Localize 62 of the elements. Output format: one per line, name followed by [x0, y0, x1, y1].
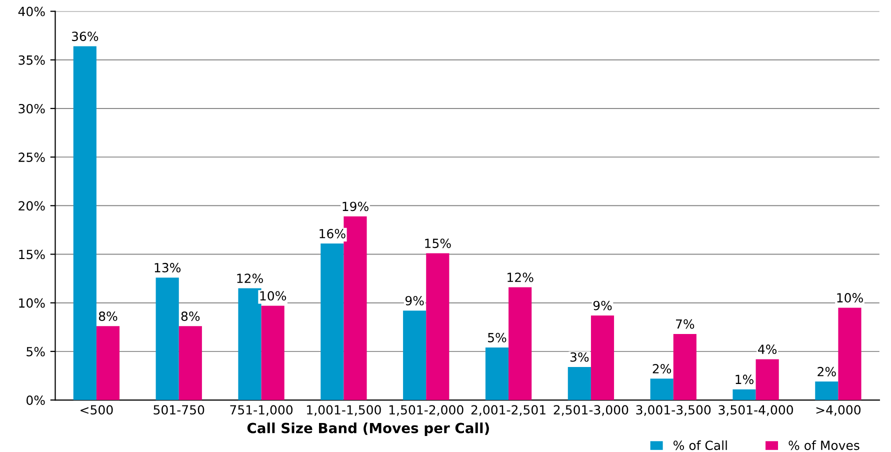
x-tick-label: 3,001-3,500 — [636, 405, 711, 416]
data-label: 3% — [570, 352, 589, 362]
x-tick-label: 3,501-4,000 — [718, 405, 793, 416]
bar — [508, 287, 532, 400]
y-tick-label: 15% — [19, 250, 45, 260]
bar — [673, 334, 696, 400]
bar — [156, 278, 179, 400]
data-label: 1% — [736, 374, 754, 384]
y-tick-label: 0% — [26, 395, 45, 405]
x-tick-label: 501-750 — [154, 405, 204, 415]
bar — [815, 382, 838, 400]
bar — [344, 216, 367, 400]
bar — [650, 378, 674, 400]
data-label: 8% — [98, 312, 118, 321]
bar — [568, 366, 591, 400]
x-tick-label: <500 — [80, 405, 113, 415]
bar — [238, 288, 262, 400]
data-label: 9% — [405, 296, 424, 306]
data-label: 7% — [676, 319, 694, 329]
data-label: 8% — [181, 312, 200, 321]
y-tick-label: 5% — [26, 346, 45, 356]
bar — [426, 253, 450, 400]
bar — [178, 326, 202, 400]
y-tick-label: 20% — [18, 201, 45, 211]
x-tick-label: >4,000 — [816, 405, 861, 416]
data-label: 10% — [260, 291, 286, 301]
data-label: 4% — [758, 344, 777, 354]
y-tick-label: 10% — [19, 298, 45, 308]
data-label: 2% — [818, 366, 836, 376]
legend-label: % of Call — [674, 440, 727, 450]
bar — [96, 326, 120, 400]
data-label: 5% — [488, 332, 506, 342]
x-tick-label: 2,001-2,501 — [471, 405, 546, 416]
data-label: 16% — [320, 228, 346, 238]
y-tick-label: 25% — [18, 152, 45, 162]
bar — [320, 244, 344, 400]
bar — [732, 389, 756, 400]
data-label: 2% — [652, 364, 672, 374]
data-label: 10% — [837, 293, 863, 302]
data-label: 9% — [593, 300, 612, 310]
data-label: 19% — [342, 202, 368, 212]
data-label: 36% — [72, 32, 98, 42]
bar — [73, 46, 96, 400]
data-label: 13% — [154, 262, 181, 272]
x-tick-label: 1,001-1,500 — [307, 405, 381, 416]
x-tick-label: 2,501-3,000 — [554, 405, 628, 416]
y-tick-label: 40% — [18, 6, 45, 16]
y-tick-label: 35% — [18, 55, 45, 65]
bar — [485, 348, 509, 400]
bar — [838, 308, 862, 400]
legend-label: % of Moves — [788, 440, 860, 450]
data-label: 12% — [237, 274, 263, 284]
x-tick-label: 1,501-2,000 — [389, 405, 464, 416]
x-tick-label: 751-1,000 — [230, 405, 293, 416]
x-axis-title: Call Size Band (Moves per Call) — [247, 422, 489, 436]
y-tick-label: 30% — [18, 104, 45, 114]
bar — [590, 315, 614, 400]
bar — [261, 306, 284, 400]
bar — [403, 310, 426, 400]
data-label: 15% — [425, 238, 451, 248]
bar — [756, 359, 779, 400]
data-label: 12% — [508, 272, 534, 282]
